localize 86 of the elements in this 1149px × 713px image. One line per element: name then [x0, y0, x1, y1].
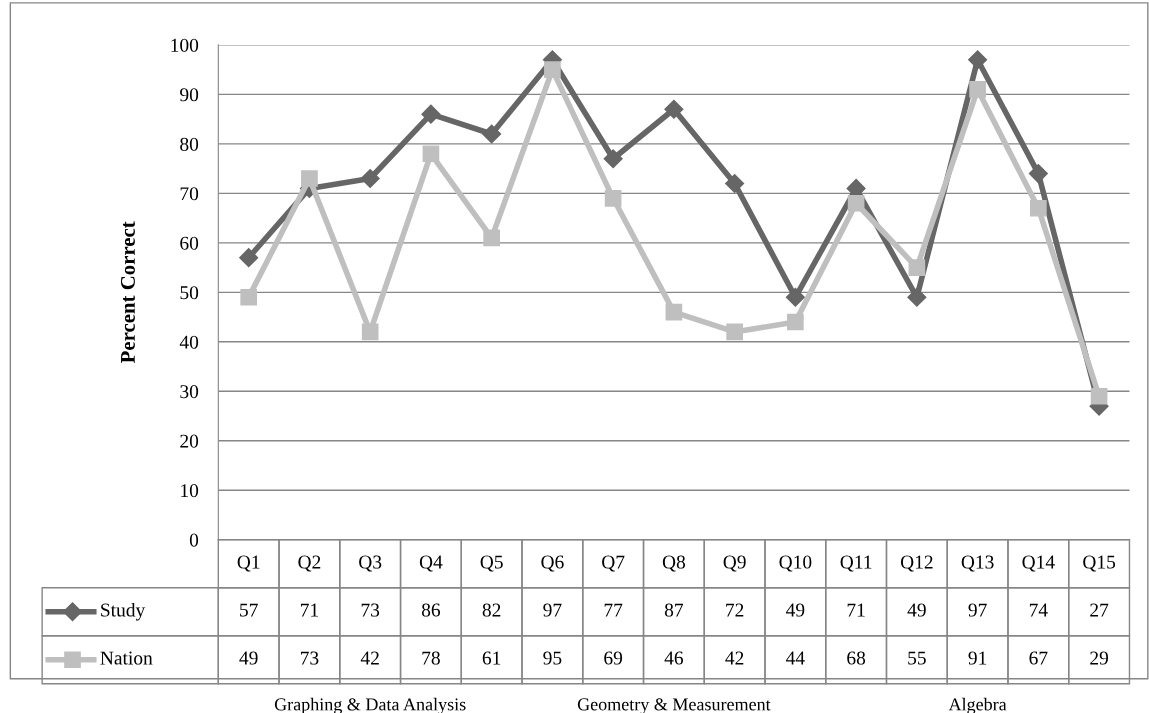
data-label: 87 [664, 603, 684, 617]
data-label: 67 [1029, 651, 1048, 665]
x-tick-label: Q6 [541, 555, 564, 572]
point [725, 173, 745, 194]
x-tick-label: Q3 [359, 555, 382, 572]
point [544, 61, 561, 78]
x-tick-label: Q9 [723, 555, 746, 572]
data-label: 57 [240, 603, 258, 617]
data-label: 55 [908, 651, 926, 665]
data-label: 73 [361, 603, 380, 617]
legend-label: Nation [100, 651, 153, 665]
point [846, 178, 866, 198]
x-tick-label: Q1 [237, 555, 260, 572]
data-label: 74 [1029, 603, 1048, 617]
data-label: 49 [239, 651, 258, 665]
data-label: 82 [482, 603, 501, 617]
point [301, 170, 318, 187]
point [240, 288, 258, 306]
data-label: 86 [421, 603, 441, 617]
data-label: 42 [725, 651, 744, 665]
y-tick-label: 10 [181, 484, 199, 498]
point [908, 259, 926, 276]
data-label: 46 [664, 651, 684, 665]
point [726, 323, 743, 341]
x-tick-label: Q8 [662, 555, 686, 572]
point [604, 189, 622, 207]
point [787, 313, 804, 331]
data-label: 69 [604, 651, 623, 665]
y-tick-label: 0 [189, 533, 199, 547]
point [665, 303, 683, 321]
x-tick-label: Q7 [602, 555, 625, 572]
data-label: 42 [360, 651, 379, 665]
data-label: 68 [847, 651, 866, 665]
point [968, 50, 988, 70]
x-tick-label: Q4 [419, 555, 443, 572]
y-tick-label: 80 [180, 137, 199, 151]
point [664, 99, 684, 119]
x-tick-label: Q5 [480, 555, 503, 572]
x-tick-label: Q14 [1022, 555, 1055, 572]
y-tick-label: 60 [180, 236, 199, 250]
data-label: 29 [1090, 651, 1109, 665]
y-tick-label: 30 [180, 385, 199, 399]
point [483, 229, 500, 247]
data-label: 71 [300, 603, 318, 617]
y-tick-label: 20 [180, 434, 199, 448]
point [603, 149, 623, 169]
point [361, 323, 379, 341]
point [969, 81, 986, 98]
x-tick-label: Q15 [1083, 555, 1116, 572]
y-tick-label: 50 [180, 286, 199, 300]
data-label: 77 [604, 603, 623, 617]
data-label: 91 [968, 651, 987, 665]
data-label: 97 [968, 603, 987, 617]
legend-label: Study [101, 602, 146, 621]
point [239, 248, 259, 268]
point [421, 104, 441, 124]
data-label: 44 [786, 651, 805, 665]
y-axis-title: Percent Correct [120, 221, 135, 364]
data-label: 49 [786, 603, 805, 617]
y-tick-label: 90 [180, 88, 199, 102]
data-label: 95 [543, 651, 562, 665]
point [785, 287, 805, 307]
data-label: 97 [543, 603, 562, 617]
x-tick-label: Q13 [961, 555, 994, 572]
data-label: 27 [1090, 603, 1109, 617]
point [360, 168, 380, 189]
point [1030, 199, 1047, 217]
data-label: 78 [422, 651, 440, 665]
point [1090, 387, 1108, 405]
point [907, 287, 927, 307]
x-tick-label: Q12 [900, 555, 933, 572]
point [847, 194, 865, 212]
data-label: 72 [726, 603, 744, 617]
y-tick-label: 100 [171, 38, 199, 52]
x-tick-label: Q2 [298, 555, 321, 572]
x-tick-label: Q11 [840, 555, 872, 572]
y-tick-label: 70 [180, 187, 199, 201]
x-tick-label: Q10 [779, 555, 812, 572]
data-label: 71 [847, 603, 865, 617]
point [482, 124, 502, 144]
data-label: 49 [907, 603, 926, 617]
point [1028, 164, 1048, 184]
data-label: 61 [482, 651, 501, 665]
data-label: 73 [300, 651, 319, 665]
point [422, 145, 440, 163]
y-tick-label: 40 [179, 335, 199, 349]
